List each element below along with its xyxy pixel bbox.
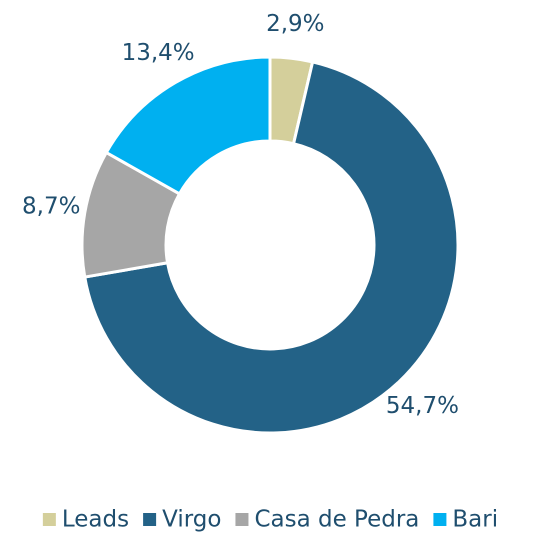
donut [80, 55, 460, 435]
legend: Leads Virgo Casa de Pedra Bari [42, 507, 498, 533]
data-label: 8,7% [22, 194, 80, 220]
legend-swatch [42, 513, 56, 526]
legend-label: Casa de Pedra [254, 507, 419, 533]
slice [83, 60, 460, 435]
data-label: 2,9% [266, 11, 324, 37]
slice [104, 55, 272, 196]
legend-label: Bari [452, 507, 498, 533]
legend-label: Virgo [162, 507, 221, 533]
legend-swatch [235, 513, 249, 526]
data-labels: 2,9% 54,7% 8,7% 13,4% [22, 11, 459, 419]
legend-swatch [433, 513, 447, 526]
legend-label: Leads [62, 507, 129, 533]
data-label: 13,4% [122, 40, 195, 66]
data-label: 54,7% [386, 393, 459, 419]
legend-swatch [143, 513, 157, 526]
